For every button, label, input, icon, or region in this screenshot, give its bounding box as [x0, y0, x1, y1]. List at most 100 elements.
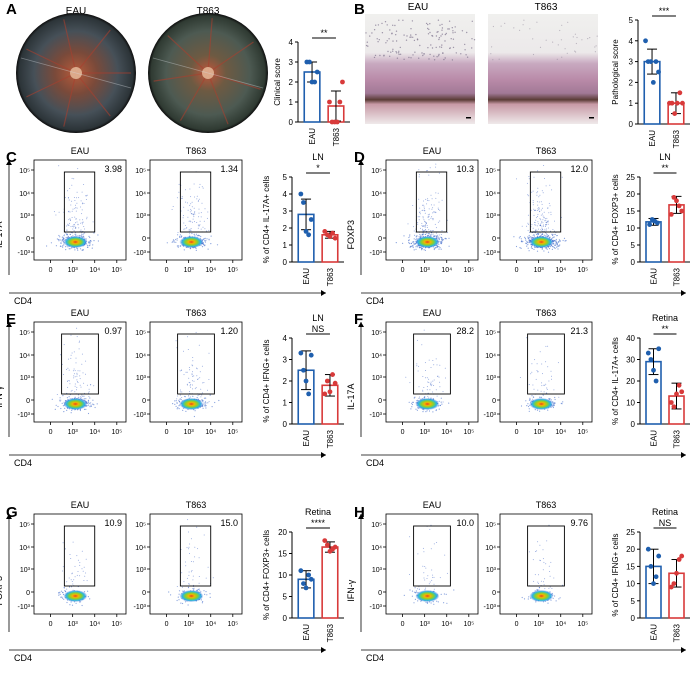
event-dot	[184, 225, 186, 226]
event-dot	[548, 202, 550, 204]
event-dot	[73, 368, 75, 370]
x-tick-label: 10⁵	[463, 621, 474, 628]
event-dot	[527, 247, 529, 249]
y-axis-label: % of CD4+ FOXP3+ cells	[611, 174, 620, 264]
event-dot	[94, 406, 96, 409]
data-point	[303, 378, 309, 384]
event-dot	[199, 235, 201, 237]
event-dot	[448, 237, 450, 239]
event-dot	[61, 236, 64, 238]
cell-nucleus	[431, 35, 434, 37]
y-tick-label: 10⁴	[485, 545, 496, 552]
cell-nucleus	[452, 38, 455, 40]
event-dot	[551, 233, 553, 235]
event-dot	[202, 382, 204, 384]
event-dot	[527, 598, 529, 600]
gate-percentage: 1.20	[220, 326, 238, 336]
gate	[415, 171, 448, 233]
event-dot	[438, 201, 440, 203]
event-dot	[175, 241, 177, 243]
event-dot	[194, 388, 196, 390]
event-dot	[81, 213, 83, 215]
gate-percentage: 9.76	[570, 518, 588, 528]
event-dot	[199, 377, 201, 379]
event-dot	[74, 216, 76, 218]
event-dot	[61, 402, 63, 404]
event-dot	[58, 592, 60, 594]
event-dot	[172, 206, 174, 207]
y-tick-label: 10⁴	[135, 353, 146, 360]
event-dot	[177, 245, 179, 247]
event-dot	[409, 589, 411, 591]
event-dot	[195, 249, 197, 251]
data-point	[298, 350, 304, 356]
chart-title: LN	[312, 152, 324, 162]
event-dot	[435, 227, 437, 229]
cell-nucleus	[421, 52, 423, 54]
event-dot	[172, 403, 174, 405]
density-core	[415, 590, 440, 602]
event-dot	[538, 201, 540, 203]
event-dot	[554, 595, 556, 597]
event-dot	[195, 387, 197, 389]
event-dot	[546, 540, 548, 542]
event-dot	[176, 197, 178, 199]
event-dot	[546, 248, 548, 250]
event-dot	[172, 239, 175, 241]
event-dot	[428, 200, 430, 202]
x-tick-label: 10⁴	[441, 429, 452, 436]
event-dot	[414, 243, 416, 245]
cell-nucleus	[376, 38, 378, 40]
event-dot	[541, 203, 543, 205]
event-dot	[427, 217, 429, 218]
x-tick-label: 0	[165, 429, 169, 436]
event-dot	[64, 197, 66, 199]
event-dot	[538, 196, 540, 198]
event-dot	[416, 363, 418, 365]
gate	[527, 333, 565, 395]
y-tick-label: -10³	[484, 412, 497, 419]
event-dot	[188, 367, 190, 368]
data-point	[668, 584, 674, 590]
event-dot	[528, 176, 530, 177]
event-dot	[174, 403, 176, 405]
event-dot	[176, 408, 178, 410]
panel-letter-C: C	[6, 149, 17, 166]
event-dot	[178, 399, 179, 401]
y-tick-label: 20	[626, 377, 635, 386]
data-point	[332, 544, 338, 550]
event-dot	[86, 580, 88, 582]
y-tick-label: 4	[629, 37, 634, 46]
event-dot	[433, 247, 435, 249]
event-dot	[198, 212, 200, 214]
event-dot	[62, 245, 64, 247]
event-dot	[438, 238, 440, 240]
event-dot	[197, 378, 199, 380]
event-dot	[541, 225, 543, 227]
x-tick-label: 0	[515, 429, 519, 436]
event-dot	[183, 249, 185, 251]
event-dot	[176, 347, 178, 349]
cell-nucleus	[398, 50, 400, 52]
event-dot	[74, 370, 76, 372]
event-dot	[90, 405, 92, 407]
data-point	[651, 581, 656, 586]
y-tick-label: 10³	[486, 567, 497, 574]
data-point	[674, 100, 680, 106]
cell-nucleus	[418, 57, 420, 59]
cell-nucleus	[377, 41, 379, 43]
event-dot	[437, 236, 439, 238]
event-dot	[83, 233, 85, 235]
cell-nucleus	[365, 44, 368, 47]
data-point	[332, 380, 338, 386]
event-dot	[190, 384, 192, 385]
event-dot	[197, 234, 199, 236]
event-dot	[194, 235, 196, 237]
event-dot	[201, 202, 203, 204]
cell-nucleus	[552, 41, 554, 43]
cell-nucleus	[435, 46, 437, 49]
cell-nucleus	[425, 22, 428, 25]
event-dot	[532, 398, 534, 400]
event-dot	[189, 233, 191, 235]
